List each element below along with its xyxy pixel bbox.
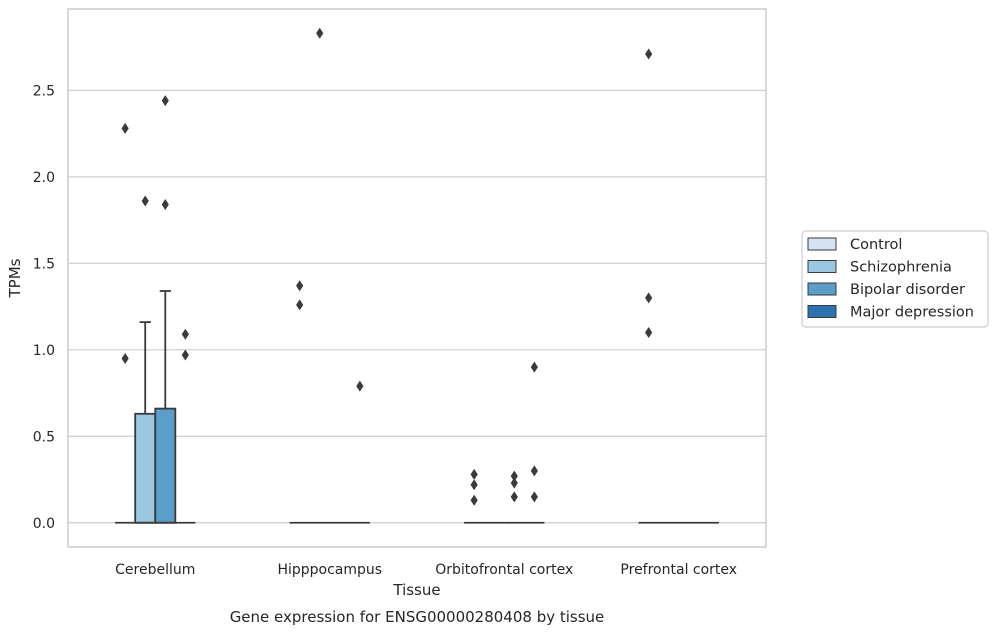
chart-title: Gene expression for ENSG00000280408 by t… — [230, 608, 605, 626]
box-bipolar-disorder — [154, 95, 177, 524]
x-tick-label: Orbitofrontal cortex — [435, 562, 573, 578]
y-tick-label: 0.0 — [33, 516, 55, 532]
box-major-depression — [175, 328, 196, 524]
box-schizophrenia — [134, 195, 157, 524]
outlier-point — [645, 326, 653, 338]
outlier-point — [316, 27, 324, 39]
outlier-point — [121, 122, 129, 134]
legend-frame — [801, 230, 989, 328]
outlier-point — [510, 477, 518, 489]
x-tick-label: Cerebellum — [115, 562, 195, 578]
outlier-point — [510, 470, 518, 482]
box-body — [134, 412, 157, 524]
outlier-point — [645, 48, 653, 60]
outlier-point — [645, 292, 653, 304]
legend-swatch — [807, 282, 837, 296]
outlier-point — [181, 349, 189, 361]
x-axis-label: Tissue — [392, 581, 440, 599]
legend-swatch — [807, 237, 837, 251]
box-control — [638, 48, 659, 524]
box-control — [289, 280, 310, 524]
outlier-point — [530, 465, 538, 477]
y-axis-label: TPMs — [6, 258, 24, 298]
y-tick-label: 2.0 — [33, 170, 55, 186]
box-major-depression — [524, 361, 545, 524]
box-body — [154, 407, 177, 524]
y-tick-label: 0.5 — [33, 429, 55, 445]
box-major-depression — [349, 380, 370, 524]
outlier-point — [296, 299, 304, 311]
outlier-point — [161, 95, 169, 107]
box-control — [115, 122, 136, 524]
y-tick-labels: 0.0 0.5 1.0 1.5 2.0 2.5 — [33, 83, 55, 531]
legend-label: Schizophrenia — [850, 260, 952, 276]
outlier-point — [530, 491, 538, 503]
box-series — [115, 27, 719, 524]
legend-swatch — [807, 260, 837, 273]
legend-label: Bipolar disorder — [850, 282, 965, 298]
x-tick-label: Prefrontal cortex — [620, 562, 737, 578]
y-tick-label: 2.5 — [33, 83, 55, 99]
outlier-point — [470, 494, 478, 506]
outlier-point — [470, 479, 478, 491]
box-bipolar-disorder — [504, 470, 525, 524]
y-tick-label: 1.5 — [33, 256, 55, 272]
y-tick-label: 1.0 — [33, 343, 55, 359]
outlier-point — [121, 352, 129, 364]
box-schizophrenia — [309, 27, 330, 524]
legend-label: Control — [850, 237, 902, 253]
outlier-point — [181, 328, 189, 340]
outlier-point — [161, 198, 169, 210]
outlier-point — [356, 380, 364, 392]
x-tick-labels: Cerebellum Hipppocampus Orbitofrontal cort… — [115, 562, 737, 578]
legend: Control Schizophrenia Bipolar disorder Majo… — [801, 230, 989, 328]
legend-label: Major depression — [850, 305, 974, 321]
outlier-point — [510, 491, 518, 503]
outlier-point — [141, 195, 149, 207]
x-tick-label: Hipppocampus — [277, 562, 382, 578]
outlier-point — [296, 280, 304, 292]
legend-swatch — [807, 305, 837, 318]
plot-frame — [67, 8, 767, 548]
outlier-point — [530, 361, 538, 373]
box-control — [464, 468, 485, 524]
outlier-point — [470, 468, 478, 480]
